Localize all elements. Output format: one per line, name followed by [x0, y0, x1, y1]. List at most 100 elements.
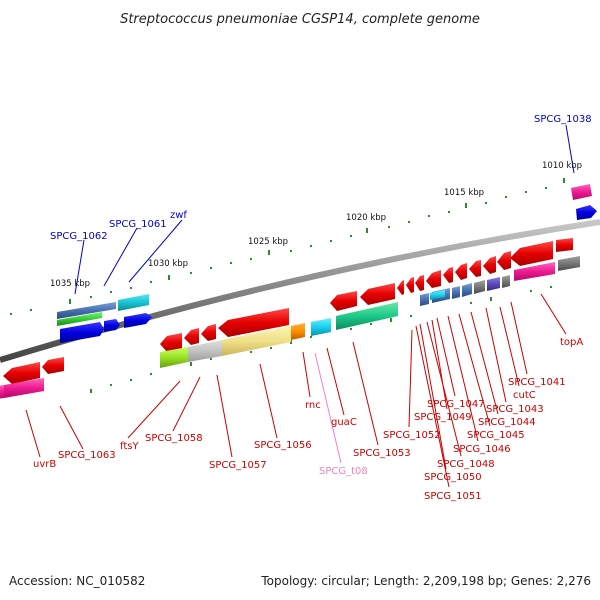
gene-label-spcg-1061: SPCG_1061 — [109, 219, 167, 230]
accession-text: Accession: NC_010582 — [9, 574, 146, 588]
gene-arrow — [160, 333, 182, 352]
gene-label-spcg-1049: SPCG_1049 — [414, 412, 472, 423]
leader-line — [259, 363, 278, 439]
gene-arrow — [360, 283, 395, 305]
gene-arrow — [397, 280, 404, 295]
gene-arrow — [426, 270, 441, 288]
gene-box — [502, 275, 510, 288]
gene-arrow — [104, 319, 120, 332]
gene-label-spcg-1053: SPCG_1053 — [353, 448, 411, 459]
gene-arrow — [60, 322, 104, 343]
gene-box — [57, 302, 116, 319]
leader-line — [216, 374, 233, 458]
gene-box — [222, 326, 291, 356]
gene-label-topa: topA — [560, 337, 583, 348]
gene-arrow — [556, 238, 573, 252]
gene-arrow — [3, 362, 40, 384]
gene-arrow — [184, 328, 199, 345]
gene-box — [4, 378, 44, 398]
gene-label-ftsy: ftsY — [120, 441, 139, 452]
gene-box — [514, 262, 555, 281]
leader-line — [565, 124, 575, 174]
inner-tick-ring — [90, 286, 552, 393]
gene-label-guac: guaC — [331, 417, 357, 428]
gene-arrow — [415, 275, 424, 291]
leader-line — [499, 306, 520, 387]
scale-tick-1015: 1015 kbp — [444, 188, 484, 198]
gene-label-spcg-1044: SPCG_1044 — [478, 417, 536, 428]
gene-arrow — [483, 256, 496, 274]
scale-tick-1025: 1025 kbp — [248, 237, 288, 247]
leader-line — [302, 351, 311, 398]
gene-label-spcg-1063: SPCG_1063 — [58, 450, 116, 461]
gene-arrow — [201, 324, 216, 341]
leader-line — [419, 323, 447, 470]
gene-box — [336, 302, 398, 330]
leader-line — [326, 347, 345, 416]
leader-line — [485, 307, 507, 403]
gene-box — [558, 256, 580, 271]
leader-line — [59, 405, 84, 450]
gene-label-spcg-t08: SPCG_t08 — [319, 466, 368, 477]
gene-box — [291, 323, 305, 340]
gene-label-spcg-1062: SPCG_1062 — [50, 231, 108, 242]
gene-box — [487, 277, 500, 291]
gene-label-spcg-1057: SPCG_1057 — [209, 460, 267, 471]
gene-arrow — [406, 277, 414, 293]
gene-label-spcg-1041: SPCG_1041 — [508, 377, 566, 388]
gene-label-spcg-1056: SPCG_1056 — [254, 440, 312, 451]
leader-lines — [25, 124, 575, 488]
gene-arrow — [124, 313, 152, 328]
gene-label-rnc: rnc — [305, 400, 321, 411]
gene-features-upper — [3, 184, 597, 384]
gene-label-spcg-1051: SPCG_1051 — [424, 491, 482, 502]
gene-arrow — [330, 291, 357, 311]
gene-label-zwf: zwf — [170, 210, 187, 221]
gene-label-spcg-1050: SPCG_1050 — [424, 472, 482, 483]
genome-summary-text: Topology: circular; Length: 2,209,198 bp… — [261, 574, 591, 588]
gene-box — [474, 280, 485, 294]
gene-label-spcg-1058: SPCG_1058 — [145, 433, 203, 444]
leader-line — [172, 376, 201, 432]
leader-line — [470, 311, 499, 415]
gene-arrow — [510, 241, 553, 266]
leader-line — [352, 341, 379, 446]
leader-line — [431, 319, 448, 410]
gene-box — [188, 340, 222, 362]
gene-box — [430, 290, 445, 300]
gene-arrow — [497, 251, 511, 270]
gene-label-spcg-1047: SPCG_1047 — [427, 399, 485, 410]
gene-label-spcg-1045: SPCG_1045 — [467, 430, 525, 441]
scale-tick-1030: 1030 kbp — [148, 259, 188, 269]
gene-arrow — [42, 357, 64, 374]
leader-line — [426, 321, 462, 457]
map-title: Streptococcus pneumoniae CGSP14, complet… — [120, 12, 480, 27]
gene-arrow — [218, 308, 289, 337]
leader-line — [74, 239, 85, 295]
gene-label-spcg-1052: SPCG_1052 — [383, 430, 441, 441]
gene-box — [0, 385, 4, 399]
gene-label-spcg-1046: SPCG_1046 — [453, 444, 511, 455]
leader-line — [510, 301, 528, 375]
gene-box — [462, 283, 472, 297]
gene-box — [160, 347, 188, 368]
gene-features-lower — [0, 256, 580, 399]
gene-label-spcg-1048: SPCG_1048 — [437, 459, 495, 470]
leader-line — [540, 293, 567, 335]
leader-line — [458, 313, 491, 427]
gene-box — [118, 294, 149, 311]
leader-line — [25, 409, 41, 458]
outer-tick-ring — [10, 178, 565, 315]
gene-label-cutc: cutC — [513, 390, 536, 401]
gene-box — [57, 312, 102, 326]
gene-box — [311, 318, 331, 336]
scale-tick-1010: 1010 kbp — [542, 161, 582, 171]
leader-line — [314, 352, 342, 464]
gene-arrow — [576, 205, 597, 220]
leader-line — [408, 329, 413, 428]
gene-arrow — [469, 260, 481, 277]
scale-tick-1035: 1035 kbp — [50, 279, 90, 289]
leader-line — [128, 219, 183, 283]
leader-line — [127, 380, 181, 439]
scale-tick-1020: 1020 kbp — [346, 213, 386, 223]
